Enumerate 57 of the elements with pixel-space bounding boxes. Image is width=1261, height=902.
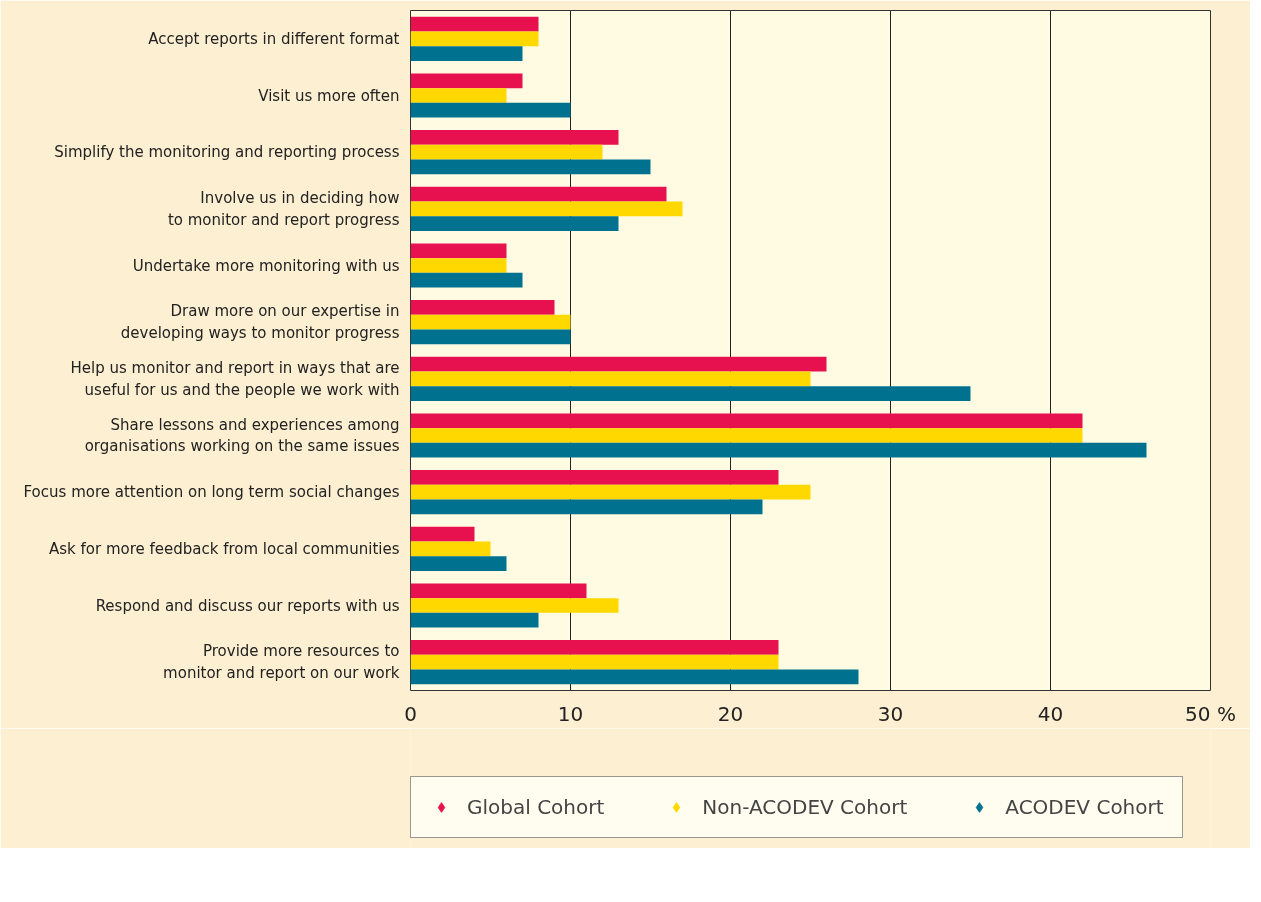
- bar: [410, 144, 603, 160]
- bar: [410, 526, 475, 542]
- bar: [410, 258, 507, 273]
- legend-label: Global Cohort: [467, 795, 605, 819]
- bar: [410, 583, 587, 599]
- bar: [410, 102, 571, 118]
- bar: [410, 556, 507, 571]
- bar: [410, 329, 571, 345]
- bar: [410, 541, 491, 557]
- bar: [410, 428, 1083, 443]
- bar: [410, 413, 1083, 429]
- bar: [410, 130, 619, 145]
- bar: [410, 654, 779, 670]
- bar: [410, 272, 523, 288]
- bar: [410, 356, 827, 372]
- y-tick-label: Undertake more monitoring with us: [132, 256, 400, 275]
- bar: [410, 73, 523, 89]
- bar: [410, 612, 539, 628]
- y-tick-label: Provide more resources to monitor and report on our work: [163, 642, 400, 682]
- bar: [410, 186, 667, 202]
- x-tick-label: 30: [877, 701, 904, 726]
- y-tick-label: Ask for more feedback from local communities: [48, 539, 400, 558]
- y-tick-label: Simplify the monitoring and reporting process: [54, 143, 400, 162]
- y-tick-label: Respond and discuss our reports with us: [95, 596, 400, 615]
- y-tick-label: Involve us in deciding how to monitor and report progress: [167, 189, 400, 229]
- bar: [410, 88, 507, 103]
- x-tick-label: 50 %: [1185, 701, 1236, 726]
- bar: [410, 16, 539, 32]
- bar: [410, 243, 507, 259]
- y-tick-label: Help us monitor and report in ways that are useful for us and the people we work with: [70, 359, 400, 399]
- bar: [410, 201, 683, 217]
- x-tick-label: 0: [404, 701, 417, 726]
- y-tick-label: Visit us more often: [258, 86, 400, 105]
- y-tick-label: Accept reports in different format: [148, 29, 400, 48]
- bar: [410, 314, 571, 330]
- y-tick-label: Share lessons and experiences among organisations working on the same issues: [84, 415, 400, 456]
- y-tick-label: Focus more attention on long term social changes: [23, 483, 400, 502]
- bar: [410, 598, 619, 613]
- bar: [410, 470, 779, 485]
- x-tick-label: 10: [557, 701, 584, 726]
- bar: [410, 484, 811, 500]
- bar: [410, 442, 1147, 458]
- bar: [410, 300, 555, 315]
- bar: [410, 386, 971, 401]
- y-tick-label: Draw more on our expertise in developing ways to monitor progress: [120, 302, 400, 342]
- bar: [410, 46, 523, 61]
- legend-label: Non-ACODEV Cohort: [702, 795, 908, 819]
- bar: [410, 640, 779, 655]
- legend-label: ACODEV Cohort: [1005, 795, 1164, 819]
- bar: [410, 159, 651, 175]
- bar: [410, 371, 811, 387]
- bar: [410, 669, 859, 685]
- bar: [410, 31, 539, 47]
- bar: [410, 499, 763, 515]
- x-tick-label: 40: [1037, 701, 1064, 726]
- bar: [410, 216, 619, 231]
- x-tick-label: 20: [717, 701, 744, 726]
